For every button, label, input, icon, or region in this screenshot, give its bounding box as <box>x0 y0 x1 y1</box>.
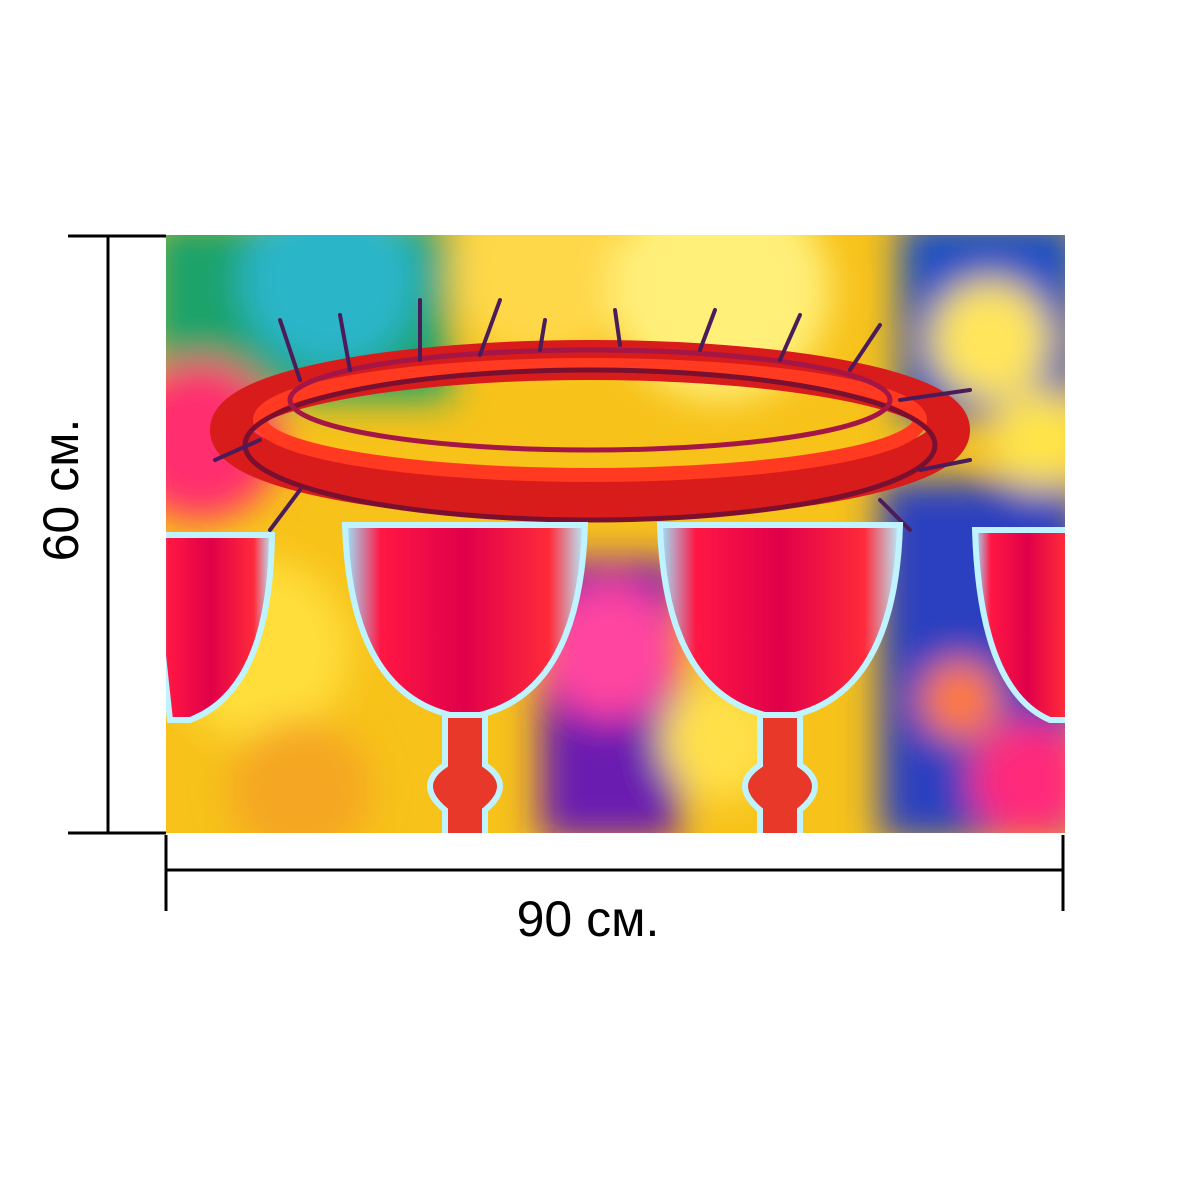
artwork <box>166 235 1065 833</box>
height-label: 60 см. <box>33 419 89 562</box>
height-dimension: 60 см. <box>33 234 166 835</box>
width-dimension: 90 см. <box>164 835 1065 947</box>
thorn-wreath <box>210 298 972 532</box>
goblets <box>166 522 1065 833</box>
width-label: 90 см. <box>517 891 660 947</box>
